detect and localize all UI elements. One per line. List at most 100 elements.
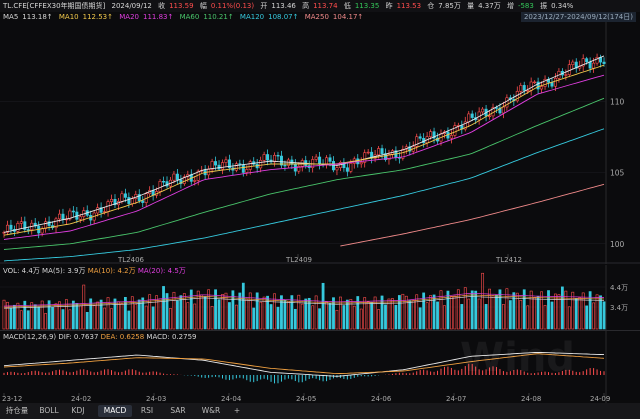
candle (241, 164, 245, 173)
volume-bar (560, 286, 564, 330)
volume-bar (203, 296, 207, 330)
volume-bar (352, 305, 356, 330)
volume-bar (543, 305, 547, 330)
volume-bar (554, 293, 557, 330)
ma60-value: 110.21↑ (203, 13, 234, 21)
volume-bar (495, 294, 498, 330)
volume-bar (33, 304, 37, 330)
volume-bar (214, 289, 217, 330)
candle (210, 161, 214, 170)
amp-value: 0.34% (551, 2, 574, 10)
candle (529, 81, 533, 91)
volume-bar (356, 296, 360, 330)
change-value: 0.11%(0.13) (210, 2, 255, 10)
candle (273, 154, 277, 163)
volume-bar (578, 297, 582, 330)
volume-bar (30, 302, 34, 330)
volume-bar (557, 294, 561, 330)
volume-bar (436, 301, 439, 330)
position-label: 仓 (427, 2, 435, 10)
vol-tick-label: 3.4万 (610, 304, 628, 312)
volume-bar (134, 303, 138, 330)
date-tick-label: 24-07 (446, 395, 466, 403)
volume-bar (363, 297, 367, 330)
candle (571, 61, 575, 65)
candle (248, 161, 252, 170)
tab-wr[interactable]: W&R (201, 406, 221, 415)
candle (415, 136, 419, 147)
candle (172, 173, 176, 181)
candle (498, 107, 502, 114)
candle (380, 148, 384, 155)
macd-chart[interactable]: MACD(12,26,9) DIF: 0.7637 DEA: 0.6258 MA… (0, 331, 640, 403)
candle (19, 221, 23, 224)
price-chart[interactable]: 110 105 100 TL2406 TL2409 TL2412 (0, 22, 640, 264)
candle (481, 108, 485, 113)
volume-bar (325, 301, 328, 330)
candle (162, 181, 166, 183)
volume-bar (44, 313, 48, 330)
tab-sar[interactable]: SAR (170, 406, 186, 415)
date-range-badge[interactable]: 2023/12/27-2024/09/12(174日) (520, 12, 636, 22)
volume-bar (415, 294, 419, 330)
volume-bar (581, 292, 585, 330)
price-tick-label: 110 (610, 97, 625, 106)
volume-bar (418, 307, 422, 330)
tab-position[interactable]: 持仓量 (5, 406, 29, 415)
volume-bar (529, 290, 533, 330)
ma20-name: MA20 (119, 13, 139, 21)
tab-macd[interactable]: MACD (98, 405, 132, 417)
add-tab-button[interactable]: + (233, 406, 241, 415)
volume-bar (148, 294, 152, 330)
volume-bar (19, 310, 23, 330)
volume-bar (311, 305, 315, 330)
price-tick-label: 100 (610, 240, 625, 249)
volume-bar (51, 306, 54, 330)
volume-bar (474, 290, 478, 330)
candle (141, 200, 145, 203)
candle (113, 198, 117, 206)
volume-bar (505, 288, 509, 330)
candle (505, 97, 509, 108)
candle (377, 148, 381, 156)
date-tick-label: 24-03 (146, 395, 166, 403)
volume-bar (189, 289, 193, 330)
volume-bar (96, 301, 100, 330)
candle (78, 216, 82, 220)
candle (519, 85, 523, 92)
ma-line-ma10 (3, 64, 605, 236)
tab-kdj[interactable]: KDJ (71, 406, 85, 415)
volume-bar (370, 301, 374, 330)
candle (470, 113, 474, 118)
open-value: 113.46 (271, 2, 296, 10)
volume-bar (422, 292, 426, 330)
volume-bar (397, 295, 401, 330)
contract-label: TL2412 (495, 256, 522, 264)
volume-bar (349, 299, 353, 330)
volume-bar (120, 303, 124, 330)
volume-chart[interactable]: VOL: 4.4万 MA(5): 3.9万 MA(10): 4.2万 MA(20… (0, 265, 640, 331)
vol-ma-line (3, 296, 605, 309)
volume-bar (567, 306, 571, 330)
volume-bar (297, 294, 301, 330)
candle (61, 213, 65, 220)
ma10-name: MA10 (58, 13, 79, 21)
tab-boll[interactable]: BOLL (39, 406, 59, 415)
volume-bar (259, 301, 263, 330)
symbol-label[interactable]: TL.CFE[CFFEX30年期国债期货] (3, 2, 106, 10)
open-label: 开 (260, 2, 268, 10)
volume-bar (266, 295, 269, 330)
volume-bar (71, 300, 75, 330)
tab-rsi[interactable]: RSI (140, 406, 154, 415)
volume-bar (366, 301, 370, 330)
volume-bar (460, 304, 464, 330)
candle (245, 169, 249, 173)
candle (335, 167, 339, 171)
volume-bar (144, 305, 148, 330)
volume-label: 量 (467, 2, 475, 10)
volume-bar (456, 289, 460, 330)
ma-line-ma5 (3, 55, 605, 233)
date-tick-label: 24-02 (71, 395, 91, 403)
date-tick-label: 23-12 (2, 395, 22, 403)
volume-bar (61, 309, 65, 330)
